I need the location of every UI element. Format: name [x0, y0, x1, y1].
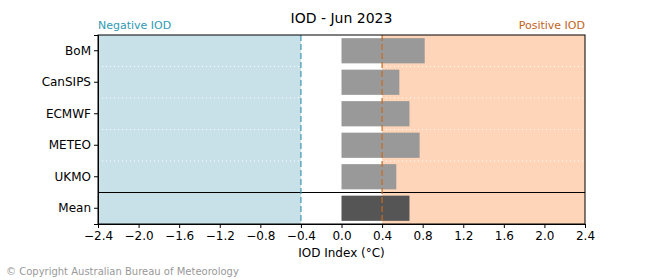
x-tick-label: 1.6	[495, 229, 514, 243]
plot: −2.4 −2.0 −1.6 −1.2 −0.8 −0.4 0.0 0.4 0.8 1.2 1.6 2…	[42, 35, 595, 243]
x-tick-mark	[220, 224, 221, 228]
x-tick: −2.4	[84, 224, 113, 243]
x-tick-label: −2.0	[125, 229, 154, 243]
x-tick: 2.4	[576, 224, 595, 243]
y-tick-label: Mean	[58, 201, 91, 215]
separator-line	[98, 192, 585, 193]
caption: © Copyright Australian Bureau of Meteoro…	[6, 266, 239, 277]
y-tick-mark	[94, 82, 98, 83]
y-tick: METEO	[49, 138, 98, 152]
annotation: Positive IOD	[519, 19, 585, 32]
threshold-line	[381, 35, 382, 224]
x-tick: −0.4	[287, 224, 316, 243]
x-tick: 1.2	[454, 224, 473, 243]
x-tick: −1.6	[165, 224, 194, 243]
bar	[342, 133, 420, 158]
x-tick: 0.8	[414, 224, 433, 243]
x-tick-label: 2.4	[576, 229, 595, 243]
y-tick: Mean	[58, 201, 98, 215]
grid-line	[98, 66, 585, 67]
x-tick-label: 0.0	[332, 229, 351, 243]
x-tick: 2.0	[535, 224, 554, 243]
x-tick-mark	[342, 224, 343, 228]
threshold-line	[300, 35, 301, 224]
bar	[342, 164, 397, 189]
chart: −2.4 −2.0 −1.6 −1.2 −0.8 −0.4 0.0 0.4 0.8 1.2 1.6 2…	[0, 0, 650, 280]
x-tick: −2.0	[125, 224, 154, 243]
grid-line	[98, 161, 585, 162]
grid-line	[98, 98, 585, 99]
y-tick-mark	[94, 176, 98, 177]
x-tick: 0.0	[332, 224, 351, 243]
background	[98, 35, 585, 224]
grid	[98, 67, 585, 193]
x-tick-label: 0.8	[414, 229, 433, 243]
x-axis-line	[99, 225, 586, 229]
y-tick: UKMO	[55, 170, 98, 184]
x-tick-mark	[504, 224, 505, 228]
x-tick-label: −2.4	[84, 229, 113, 243]
bar	[342, 101, 410, 126]
bars	[342, 38, 425, 221]
y-tick: CanSIPS	[42, 75, 98, 89]
x-tick-label: −1.2	[206, 229, 235, 243]
y-tick-mark	[94, 50, 98, 51]
y-tick: ECMWF	[46, 107, 98, 121]
x-tick-label: 1.2	[454, 229, 473, 243]
x-tick-label: 2.0	[535, 229, 554, 243]
x-tick-mark	[301, 224, 302, 228]
x-tick: 1.6	[495, 224, 514, 243]
x-tick-mark	[179, 224, 180, 228]
y-tick-label: CanSIPS	[42, 75, 91, 89]
y-tick: BoM	[65, 44, 98, 58]
y-tick-label: ECMWF	[46, 107, 91, 121]
x-tick: 0.4	[373, 224, 392, 243]
thresholds	[301, 35, 382, 224]
x-tick: −1.2	[206, 224, 235, 243]
x-tick-mark	[544, 224, 545, 228]
x-tick: −0.8	[246, 224, 275, 243]
x-tick-mark	[463, 224, 464, 228]
x-axis: −2.4 −2.0 −1.6 −1.2 −0.8 −0.4 0.0 0.4 0.8 1.2 1.6 2…	[84, 224, 595, 243]
x-tick-label: −0.8	[246, 229, 275, 243]
x-tick-mark	[382, 224, 383, 228]
bar	[342, 38, 425, 63]
plot-frame	[98, 35, 585, 224]
x-tick-mark	[585, 224, 586, 228]
x-tick-label: −1.6	[165, 229, 194, 243]
y-tick-label: UKMO	[55, 170, 91, 184]
y-tick-mark	[94, 113, 98, 114]
y-tick-label: METEO	[49, 138, 91, 152]
y-axis: BoM CanSIPS ECMWF METEO UKMO Mean	[42, 36, 99, 225]
y-tick-mark	[94, 145, 98, 146]
x-tick-mark	[260, 224, 261, 228]
title: IOD - Jun 2023	[291, 10, 393, 26]
x-tick-label: −0.4	[287, 229, 316, 243]
x-tick-label: 0.4	[373, 229, 392, 243]
annotation: Negative IOD	[98, 19, 171, 32]
grid-line	[98, 129, 585, 130]
bar	[342, 196, 410, 221]
y-tick-label: BoM	[65, 44, 91, 58]
x-tick-mark	[423, 224, 424, 228]
y-tick-mark	[94, 208, 98, 209]
y-axis-line	[94, 36, 99, 225]
bar	[342, 70, 400, 95]
x-tick-mark	[139, 224, 140, 228]
x-axis-title: IOD Index (°C)	[298, 246, 385, 260]
